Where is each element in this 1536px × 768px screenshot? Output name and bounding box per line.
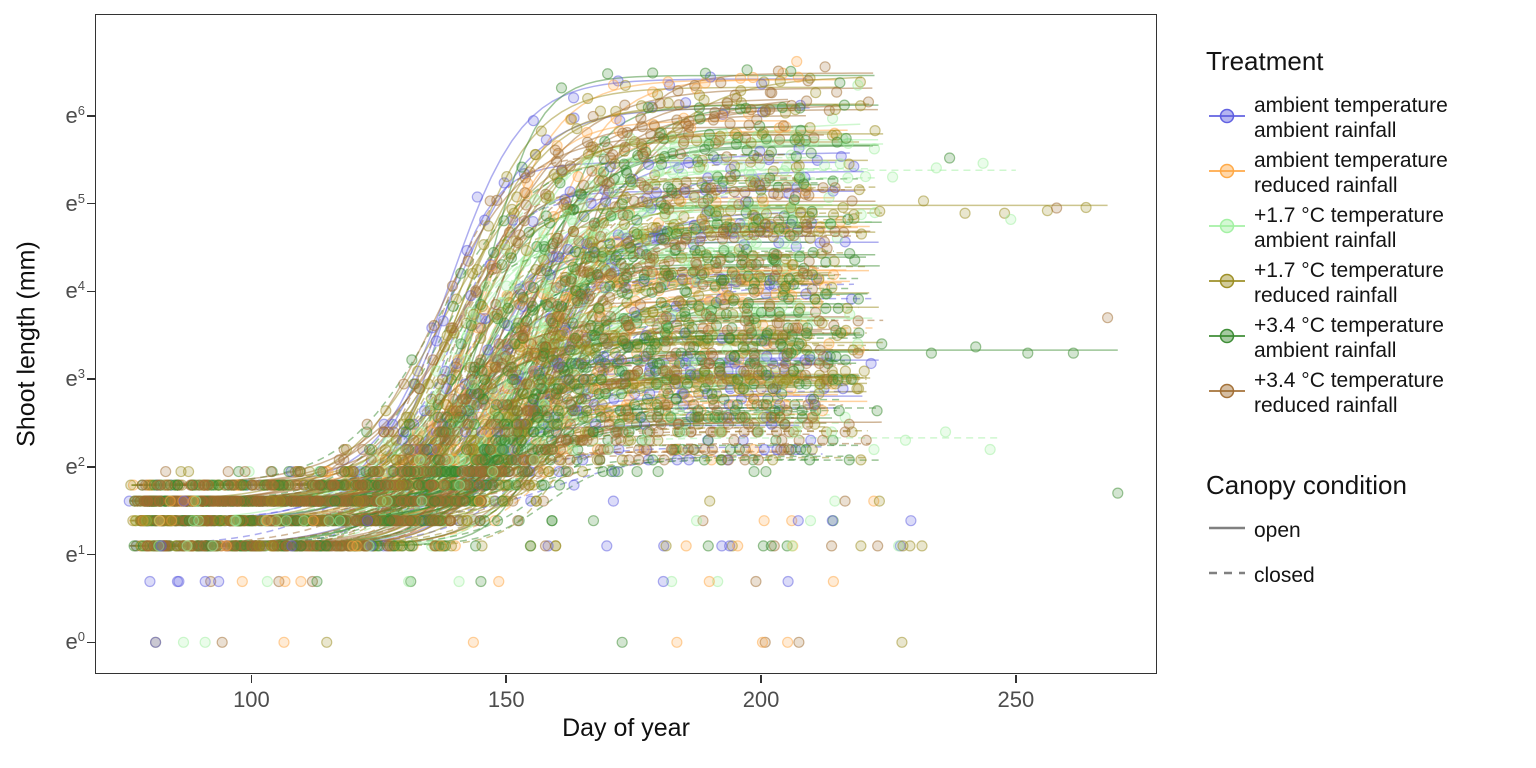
x-tick-label: 100 — [233, 687, 270, 712]
y-tick-label: e0 — [65, 629, 85, 655]
y-tick-label: e3 — [65, 365, 85, 392]
legend-item-treatment-1: ambient temperature ambient rainfall — [1206, 93, 1532, 143]
legend-item-treatment-3: +1.7 °C temperature ambient rainfall — [1206, 203, 1532, 253]
treatment-label: +1.7 °C temperature reduced rainfall — [1254, 259, 1444, 307]
x-tick-label: 150 — [487, 687, 525, 712]
treatment-label: ambient temperature ambient rainfall — [1254, 94, 1448, 142]
y-tick-mark — [87, 378, 95, 380]
solid-line-icon — [1206, 517, 1248, 544]
treatment-key-icon — [1206, 101, 1248, 136]
x-axis-title: Day of year — [562, 714, 690, 742]
canopy-legend-items: open closed — [1206, 517, 1532, 589]
canopy-label: open — [1254, 519, 1301, 542]
treatment-key-icon — [1206, 376, 1248, 411]
legend-item-canopy-closed: closed — [1206, 562, 1532, 589]
x-tick-mark — [1015, 675, 1017, 683]
x-tick-label: 250 — [997, 687, 1035, 712]
legend-item-treatment-6: +3.4 °C temperature reduced rainfall — [1206, 368, 1532, 418]
treatment-label: +1.7 °C temperature ambient rainfall — [1254, 204, 1444, 252]
legend-item-treatment-2: ambient temperature reduced rainfall — [1206, 148, 1532, 198]
y-tick-label: e1 — [65, 541, 85, 567]
y-tick-mark — [87, 466, 95, 468]
legend-panel: Treatment ambient temperature ambient rai… — [1206, 46, 1532, 607]
canopy-legend-title: Canopy condition — [1206, 470, 1407, 500]
treatment-label: +3.4 °C temperature ambient rainfall — [1254, 314, 1444, 362]
legend-item-treatment-5: +3.4 °C temperature ambient rainfall — [1206, 313, 1532, 363]
treatment-key-icon — [1206, 156, 1248, 191]
y-tick-label: e6 — [65, 102, 85, 129]
y-tick-label: e5 — [65, 190, 85, 216]
y-tick-mark — [87, 202, 95, 205]
y-tick-label: e2 — [65, 453, 85, 479]
legend-item-canopy-open: open — [1206, 517, 1532, 544]
x-tick-mark — [505, 675, 507, 683]
treatment-legend-title: Treatment — [1206, 46, 1324, 76]
treatment-key-icon — [1206, 321, 1248, 356]
treatment-key-icon — [1206, 266, 1248, 301]
treatment-key-icon — [1206, 211, 1248, 246]
y-axis-title: Shoot length (mm) — [12, 241, 41, 447]
canopy-label: closed — [1254, 564, 1315, 587]
x-tick-mark — [250, 675, 253, 683]
x-tick-label: 200 — [742, 687, 780, 712]
y-tick-mark — [87, 290, 95, 293]
dashed-line-icon — [1206, 562, 1248, 589]
treatment-label: ambient temperature reduced rainfall — [1254, 149, 1448, 197]
y-tick-label: e4 — [65, 278, 85, 304]
y-tick-mark — [87, 641, 95, 644]
legend-item-treatment-4: +1.7 °C temperature reduced rainfall — [1206, 258, 1532, 308]
y-tick-mark — [87, 115, 95, 117]
x-tick-mark — [760, 675, 762, 683]
treatment-legend-items: ambient temperature ambient rainfall ambie… — [1206, 93, 1532, 418]
treatment-label: +3.4 °C temperature reduced rainfall — [1254, 369, 1444, 417]
chart-canvas — [96, 15, 1156, 673]
y-tick-mark — [87, 553, 95, 556]
